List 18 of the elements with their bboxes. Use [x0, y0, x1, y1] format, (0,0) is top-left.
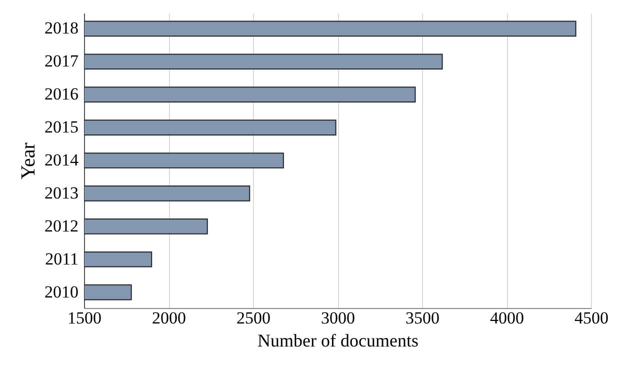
y-tick-label: 2013: [44, 183, 78, 202]
y-tick-label: 2015: [44, 118, 78, 137]
x-tick-label: 3500: [406, 308, 440, 328]
y-axis-title: Year: [18, 142, 40, 180]
y-tick-label: 2010: [44, 282, 78, 302]
x-tick-label: 2000: [152, 308, 186, 328]
y-tick-label: 2017: [44, 52, 79, 71]
y-tick-label: 2014: [44, 150, 79, 170]
x-axis-title: Number of documents: [258, 330, 418, 350]
x-tick-label: 3000: [321, 308, 355, 328]
y-tick-label: 2016: [44, 84, 78, 104]
x-tick-label: 2500: [236, 308, 270, 328]
x-tick-label: 4500: [574, 308, 608, 328]
y-tick-label: 2018: [44, 18, 78, 38]
y-tick-label: 2011: [45, 249, 78, 268]
x-tick-label: 1500: [68, 308, 102, 328]
y-tick-label: 2012: [44, 216, 78, 236]
x-tick-label: 4000: [490, 308, 524, 328]
